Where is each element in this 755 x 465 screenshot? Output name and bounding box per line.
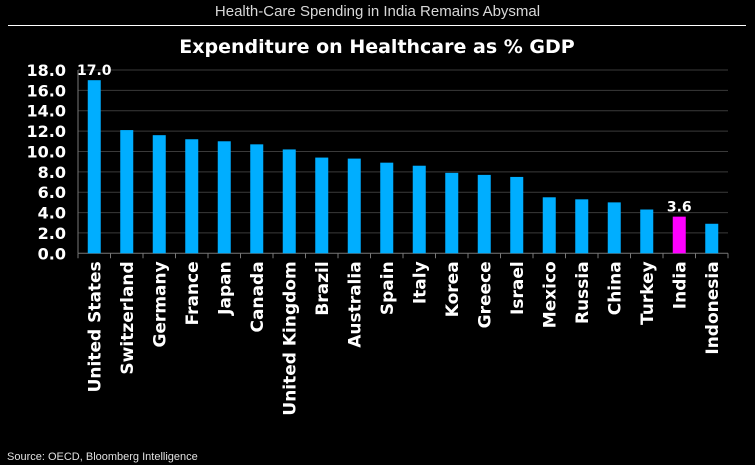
bar-china: [607, 202, 621, 254]
y-tick-label: 2.0: [38, 224, 66, 243]
y-tick-label: 16.0: [27, 81, 66, 100]
x-tick-label: Spain: [378, 261, 398, 315]
x-tick-label: India: [670, 261, 690, 309]
bar-canada: [250, 144, 264, 254]
x-tick-label: Indonesia: [703, 261, 723, 354]
bar-indonesia: [705, 223, 719, 254]
x-tick-label: Switzerland: [118, 261, 138, 374]
x-tick-label: United States: [85, 261, 105, 392]
x-tick-label: Australia: [345, 261, 365, 348]
y-tick-label: 18.0: [27, 61, 66, 80]
source-note: Source: OECD, Bloomberg Intelligence: [7, 451, 198, 463]
x-tick-label: France: [183, 261, 203, 325]
bar-united-states: [87, 80, 101, 254]
x-tick-label: Turkey: [638, 261, 658, 325]
x-tick-label: Mexico: [540, 261, 560, 328]
bar-turkey: [640, 209, 654, 254]
y-tick-label: 10.0: [27, 142, 66, 161]
bar-israel: [510, 176, 524, 254]
bar-spain: [380, 162, 394, 254]
bar-france: [185, 139, 199, 254]
header-title: Health-Care Spending in India Remains Ab…: [214, 3, 541, 20]
x-tick-label: China: [605, 261, 625, 315]
x-tick-label: Greece: [475, 261, 495, 328]
y-tick-label: 12.0: [27, 122, 66, 141]
bar-germany: [152, 135, 166, 254]
x-tick-label: Korea: [443, 261, 463, 317]
x-tick-label: Italy: [410, 261, 430, 304]
x-tick-label: Canada: [248, 261, 268, 332]
x-tick-label: United Kingdom: [280, 261, 300, 415]
bar-india: [672, 216, 686, 254]
y-tick-label: 4.0: [38, 204, 66, 223]
bar-switzerland: [120, 130, 134, 254]
header-divider: [8, 25, 746, 26]
x-tick-label: Russia: [573, 261, 593, 324]
y-tick-label: 0.0: [38, 244, 66, 263]
x-tick-label: Israel: [508, 261, 528, 315]
y-tick-label: 6.0: [38, 183, 66, 202]
data-label: 3.6: [667, 200, 692, 216]
bar-italy: [412, 165, 426, 254]
y-tick-label: 8.0: [38, 163, 66, 182]
bar-australia: [347, 158, 361, 254]
x-tick-label: Brazil: [313, 261, 333, 315]
bar-united-kingdom: [282, 149, 296, 254]
y-tick-label: 14.0: [27, 102, 66, 121]
bar-korea: [445, 172, 459, 254]
x-tick-label: Germany: [150, 261, 170, 347]
bar-brazil: [315, 157, 329, 254]
bar-russia: [575, 199, 589, 254]
bar-greece: [477, 174, 491, 254]
data-label: 17.0: [77, 63, 112, 79]
chart-title: Expenditure on Healthcare as % GDP: [179, 36, 574, 58]
bar-mexico: [542, 197, 556, 254]
x-tick-label: Japan: [215, 261, 235, 316]
bar-japan: [217, 141, 231, 254]
